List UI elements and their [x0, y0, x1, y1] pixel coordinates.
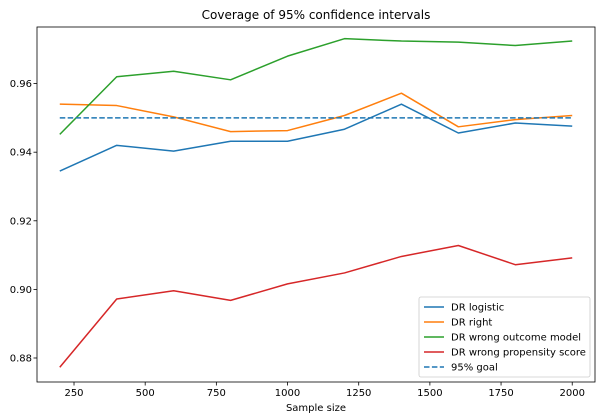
chart-title: Coverage of 95% confidence intervals — [202, 8, 431, 22]
y-tick-label: 0.96 — [10, 79, 32, 90]
y-axis: 0.88 0.90 0.92 0.94 0.96 — [10, 79, 37, 364]
x-axis: 250 500 750 1000 1250 1500 1750 2000 — [64, 382, 585, 399]
legend-label: DR right — [451, 318, 492, 329]
series-line — [59, 244, 573, 368]
legend-box — [418, 296, 591, 378]
legend-label: DR logistic — [451, 303, 504, 314]
x-tick-label: 1500 — [417, 388, 442, 399]
x-tick-label: 250 — [64, 388, 83, 399]
x-tick-label: 1000 — [275, 388, 300, 399]
series-line — [59, 37, 573, 135]
x-tick-label: 750 — [207, 388, 226, 399]
plot-area — [36, 26, 596, 383]
legend-label: DR wrong outcome model — [451, 333, 581, 344]
series-line — [59, 92, 573, 133]
x-tick-label: 1750 — [488, 388, 513, 399]
y-tick-label: 0.90 — [10, 285, 32, 296]
legend-label: DR wrong propensity score — [451, 348, 586, 359]
y-tick-label: 0.94 — [10, 148, 32, 159]
x-tick-label: 1250 — [346, 388, 371, 399]
x-axis-label: Sample size — [286, 403, 346, 414]
series-line — [59, 103, 573, 172]
x-tick-label: 2000 — [559, 388, 584, 399]
x-tick-label: 500 — [136, 388, 155, 399]
legend: DR logistic DR right DR wrong outcome mode… — [418, 296, 591, 378]
legend-label: 95% goal — [451, 363, 498, 374]
y-tick-label: 0.88 — [10, 353, 32, 364]
y-tick-label: 0.92 — [10, 216, 32, 227]
series-layer — [59, 37, 573, 368]
